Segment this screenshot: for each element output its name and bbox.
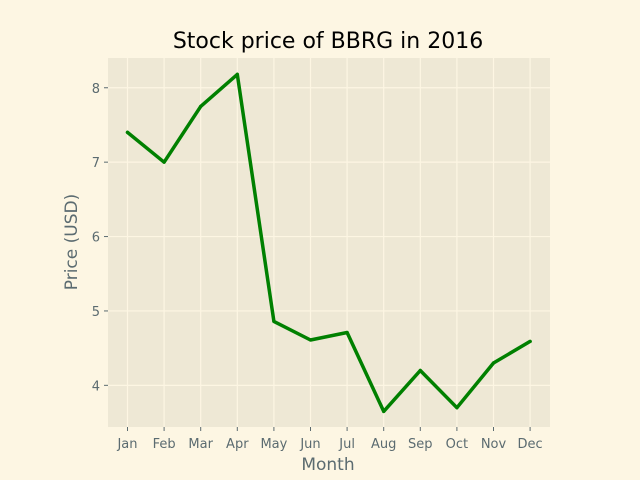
data-point: [272, 319, 276, 323]
y-tick-label: 8: [92, 82, 100, 97]
data-point: [235, 72, 239, 76]
x-tick-label: Apr: [226, 437, 249, 452]
data-point: [162, 160, 166, 164]
chart-title: Stock price of BBRG in 2016: [173, 29, 483, 54]
x-tick-label: Aug: [371, 437, 396, 452]
y-tick-label: 4: [92, 379, 100, 394]
x-tick-label: Nov: [481, 437, 507, 452]
x-tick-label: Feb: [153, 437, 176, 452]
y-axis-ticks: 4 5 6 7 8: [92, 82, 108, 394]
y-tick-label: 6: [92, 231, 100, 246]
x-tick-label: Oct: [446, 437, 468, 452]
y-axis-label: Price (USD): [62, 194, 82, 290]
y-tick-label: 5: [92, 305, 100, 320]
plot-area: [108, 58, 550, 427]
data-point: [455, 406, 459, 410]
x-tick-label: Dec: [518, 437, 543, 452]
series-line: [125, 72, 532, 414]
x-axis-label: Month: [301, 455, 354, 475]
series-layer: [125, 72, 532, 414]
data-point: [382, 409, 386, 413]
x-tick-label: Jul: [338, 437, 355, 452]
data-point: [199, 104, 203, 108]
data-point: [125, 130, 130, 134]
y-tick-label: 7: [92, 156, 100, 171]
grid-lines: [108, 58, 550, 427]
data-point: [345, 330, 349, 335]
x-tick-label: Jan: [116, 437, 137, 452]
x-tick-label: May: [260, 437, 287, 452]
x-tick-label: Sep: [408, 437, 433, 452]
x-axis-ticks: Jan Feb Mar Apr May Jun Jul Aug Sep Oct Nov Dec: [116, 427, 543, 452]
data-point: [418, 368, 422, 373]
data-point: [308, 338, 313, 342]
x-tick-label: Mar: [188, 437, 213, 452]
data-point: [491, 361, 496, 365]
data-point: [528, 339, 532, 344]
x-tick-label: Jun: [299, 437, 320, 452]
